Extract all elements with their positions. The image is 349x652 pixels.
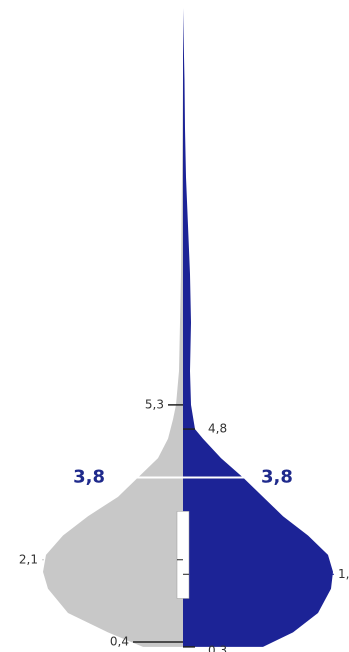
max-label: 4,8 <box>208 422 227 436</box>
min-label: 0.3 <box>208 643 227 652</box>
peak-label: 1, <box>338 567 349 581</box>
violin-half <box>43 75 183 647</box>
max-label: 5,3 <box>145 397 164 411</box>
mean-label: 3,8 <box>261 466 293 487</box>
mean-label: 3,8 <box>73 466 105 487</box>
peak-label: 2,1 <box>19 552 38 566</box>
box <box>176 511 190 599</box>
min-label: 0,4 <box>110 635 129 649</box>
violin-half <box>183 8 333 647</box>
